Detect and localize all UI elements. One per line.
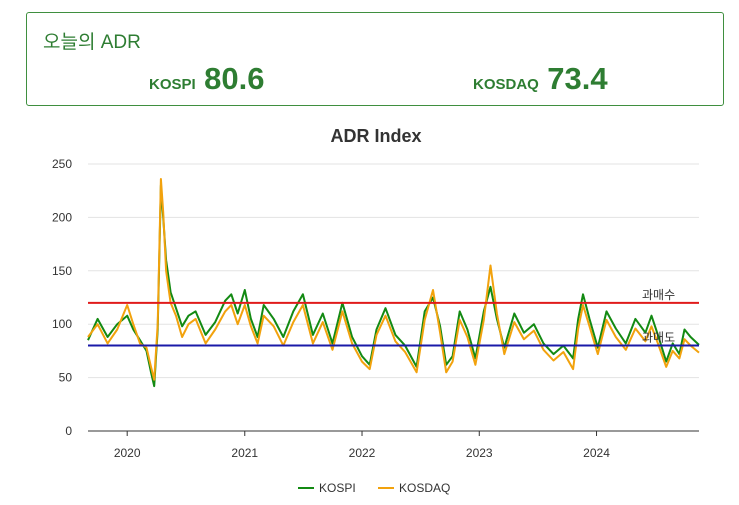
y-tick-label: 0 bbox=[65, 424, 72, 438]
kospi-metric: KOSPI 80.6 bbox=[149, 61, 264, 97]
adr-summary-card: 오늘의 ADR KOSPI 80.6 KOSDAQ 73.4 bbox=[26, 12, 724, 106]
y-tick-label: 200 bbox=[52, 210, 72, 224]
y-tick-label: 250 bbox=[52, 157, 72, 171]
reference-label: 과매도 bbox=[642, 331, 675, 345]
x-tick-label: 2024 bbox=[583, 446, 610, 460]
x-tick-label: 2021 bbox=[231, 446, 258, 460]
kosdaq-label: KOSDAQ bbox=[473, 76, 539, 93]
kospi-label: KOSPI bbox=[149, 76, 196, 93]
series-line-kosdaq bbox=[87, 178, 700, 381]
legend-label-kosdaq: KOSDAQ bbox=[399, 481, 450, 495]
y-tick-label: 50 bbox=[59, 371, 73, 385]
legend-label-kospi: KOSPI bbox=[319, 481, 356, 495]
x-tick-label: 2022 bbox=[349, 446, 376, 460]
x-tick-label: 2020 bbox=[114, 446, 141, 460]
reference-label: 과매수 bbox=[642, 288, 675, 302]
summary-title: 오늘의 ADR bbox=[43, 32, 141, 53]
y-tick-label: 100 bbox=[52, 317, 72, 331]
adr-index-chart: ADR Index 0 50 100 150 200 250 2020 2021 2022 2023… bbox=[52, 126, 700, 495]
kosdaq-value: 73.4 bbox=[547, 61, 608, 96]
kospi-value: 80.6 bbox=[204, 61, 265, 96]
kosdaq-metric: KOSDAQ 73.4 bbox=[473, 61, 608, 97]
chart-title: ADR Index bbox=[330, 126, 421, 146]
series-line-kospi bbox=[87, 184, 700, 388]
y-tick-label: 150 bbox=[52, 264, 72, 278]
x-tick-label: 2023 bbox=[466, 446, 493, 460]
